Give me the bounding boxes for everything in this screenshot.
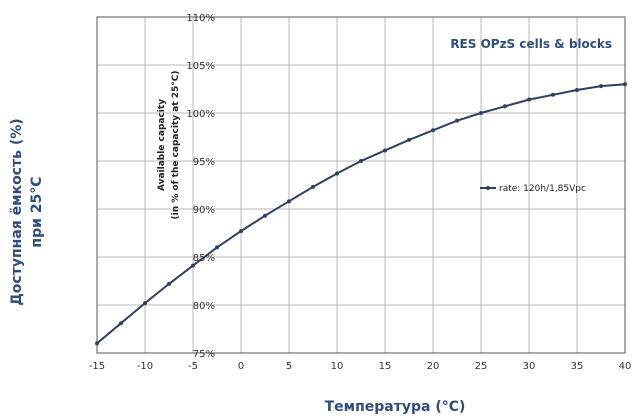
- x-tick-label: -15: [89, 361, 105, 372]
- y-tick-label: 90%: [193, 205, 215, 216]
- y-tick-labels: 75% 80% 85% 90% 95% 100% 105% 110%: [186, 13, 215, 360]
- data-point: [119, 321, 123, 326]
- y-tick-label: 95%: [193, 157, 215, 168]
- data-point: [215, 245, 219, 250]
- x-tick-label: 0: [238, 361, 244, 372]
- y-tick-label: 100%: [186, 109, 215, 120]
- data-point: [479, 111, 483, 115]
- data-point: [407, 137, 411, 142]
- x-tick-label: 25: [475, 361, 488, 372]
- x-tick-label: 40: [619, 361, 632, 372]
- plot-area-border: [96, 16, 626, 354]
- outer-y-label-line2: при 25°C: [29, 176, 45, 247]
- y-tick-label: 75%: [193, 349, 215, 360]
- data-point: [359, 159, 363, 163]
- x-tick-label: 30: [523, 361, 536, 372]
- data-point: [167, 281, 171, 286]
- data-point: [431, 128, 435, 133]
- inner-y-label: Available capacity (in % of the capacity…: [157, 71, 181, 220]
- x-tick-label: -10: [137, 361, 153, 372]
- inner-y-label-line2: (in % of the capacity at 25°C): [171, 71, 181, 220]
- x-tick-labels: -15 -10 -5 0 5 10 15 20 25 30 35 40: [89, 361, 632, 372]
- series-group: [95, 82, 627, 346]
- data-point: [455, 118, 459, 123]
- x-tick-label: 10: [331, 361, 344, 372]
- data-point: [551, 92, 555, 97]
- x-axis-label: Температура (°C): [325, 399, 466, 415]
- x-tick-label: 35: [571, 361, 584, 372]
- x-tick-label: 15: [379, 361, 392, 372]
- data-point: [95, 341, 99, 346]
- data-point: [383, 148, 387, 153]
- legend-label: rate: 120h/1,85Vpc: [499, 184, 586, 194]
- outer-y-label-line1: Доступная ёмкость (%): [9, 118, 25, 305]
- data-point: [191, 263, 195, 268]
- data-point: [527, 97, 531, 102]
- data-point: [599, 84, 603, 89]
- data-point: [311, 184, 315, 189]
- y-tick-label: 110%: [186, 13, 215, 24]
- data-point: [503, 104, 507, 109]
- data-point: [143, 301, 147, 306]
- data-point: [287, 199, 291, 204]
- legend: rate: 120h/1,85Vpc: [480, 184, 586, 194]
- data-point: [263, 213, 267, 218]
- x-tick-label: -5: [188, 361, 198, 372]
- y-tick-label: 105%: [186, 61, 215, 72]
- x-tick-label: 20: [427, 361, 440, 372]
- outer-y-label: Доступная ёмкость (%) при 25°C: [9, 118, 45, 305]
- data-point: [623, 82, 627, 87]
- data-point: [335, 171, 339, 176]
- inner-y-label-line1: Available capacity: [157, 99, 167, 191]
- data-point: [575, 87, 579, 92]
- chart-title: RES OPzS cells & blocks: [450, 37, 612, 51]
- y-tick-label: 85%: [193, 253, 215, 264]
- plot-frame: [96, 16, 626, 354]
- data-point: [239, 229, 243, 234]
- x-tick-label: 5: [286, 361, 292, 372]
- legend-marker: [486, 186, 490, 190]
- y-tick-label: 80%: [193, 301, 215, 312]
